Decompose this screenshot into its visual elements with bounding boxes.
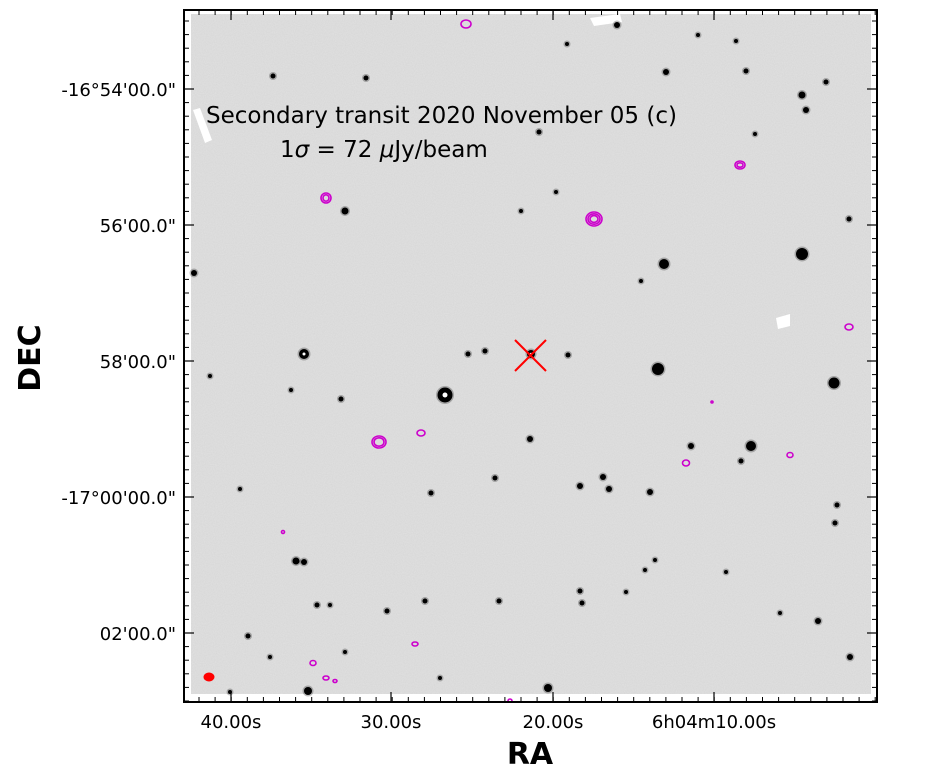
- x-tick-label: 20.00s: [523, 712, 584, 733]
- y-axis-label: DEC: [13, 324, 48, 391]
- tick-marks: [184, 10, 877, 702]
- plot-frame: [183, 9, 878, 703]
- y-tick-label: 02'00.0": [100, 624, 176, 645]
- y-tick-label: -17°00'00.0": [61, 488, 176, 509]
- y-tick-labels: -16°54'00.0" 56'00.0" 58'00.0" -17°00'00…: [61, 80, 176, 645]
- x-axis-label: RA: [507, 737, 554, 772]
- x-tick-label: 40.00s: [201, 712, 262, 733]
- contour-layer: [280, 19, 854, 702]
- y-tick-label: 56'00.0": [100, 216, 176, 237]
- y-tick-label: 58'00.0": [100, 352, 176, 373]
- y-tick-label: -16°54'00.0": [61, 80, 176, 101]
- x-tick-labels: 40.00s 30.00s 20.00s 6h04m10.00s: [201, 712, 777, 733]
- target-x-marker: [514, 339, 547, 372]
- beam-ellipse: [203, 672, 215, 682]
- annotation-title: Secondary transit 2020 November 05 (c): [206, 103, 677, 129]
- x-tick-label: 30.00s: [361, 712, 422, 733]
- annotation-rms: 1σ = 72 μJy/beam: [280, 137, 488, 163]
- x-tick-label: 6h04m10.00s: [652, 712, 776, 733]
